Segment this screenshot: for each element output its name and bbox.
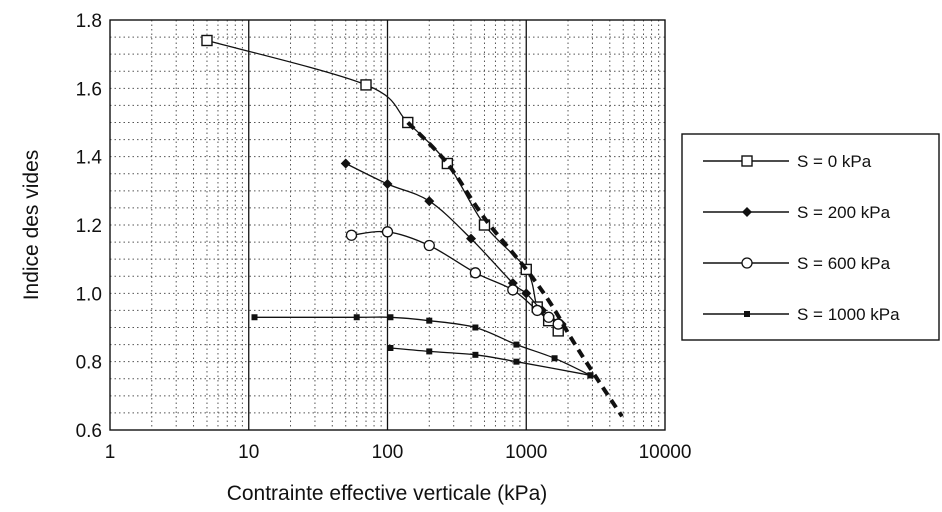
y-tick-label: 1.6 bbox=[76, 79, 102, 100]
y-tick-label: 1.4 bbox=[76, 148, 103, 169]
data-point bbox=[426, 348, 433, 355]
legend-item: S = 600 kPa bbox=[703, 254, 891, 273]
y-tick-label: 1.0 bbox=[76, 284, 102, 305]
x-tick-label: 10 bbox=[238, 442, 259, 463]
data-point bbox=[387, 314, 394, 321]
x-tick-label: 1 bbox=[105, 442, 116, 463]
data-point bbox=[542, 311, 555, 323]
data-point bbox=[531, 304, 543, 317]
x-tick-label: 10000 bbox=[639, 442, 692, 463]
legend-label: S = 1000 kPa bbox=[797, 305, 900, 324]
data-point bbox=[472, 324, 479, 331]
legend-label: S = 200 kPa bbox=[797, 203, 891, 222]
grid bbox=[110, 20, 665, 430]
data-point bbox=[551, 355, 558, 362]
series-2 bbox=[345, 226, 564, 330]
legend-label: S = 600 kPa bbox=[797, 254, 891, 273]
x-axis-title: Contrainte effective verticale (kPa) bbox=[227, 482, 548, 505]
series-line bbox=[351, 230, 559, 325]
legend-marker bbox=[741, 257, 753, 269]
x-tick-label: 100 bbox=[372, 442, 404, 463]
data-point bbox=[441, 157, 454, 170]
legend-marker bbox=[741, 155, 753, 167]
data-point bbox=[507, 284, 519, 296]
data-point bbox=[340, 158, 351, 169]
plot-area-frame bbox=[109, 19, 666, 431]
y-tick-label: 1.8 bbox=[76, 11, 102, 32]
data-point bbox=[345, 229, 358, 241]
legend-item: S = 0 kPa bbox=[703, 152, 872, 171]
legend-items: S = 0 kPa S = 200 kPa S = 600 kPa S = 1000 … bbox=[703, 152, 900, 324]
legend-item: S = 1000 kPa bbox=[703, 305, 900, 324]
data-point bbox=[466, 233, 477, 244]
series-layer bbox=[201, 34, 624, 418]
y-tick-label: 0.8 bbox=[76, 353, 102, 374]
legend-marker bbox=[744, 311, 750, 317]
data-point bbox=[424, 196, 435, 207]
legend-frame bbox=[681, 133, 940, 341]
series-line bbox=[206, 39, 559, 332]
data-point bbox=[382, 179, 393, 189]
data-point bbox=[201, 34, 213, 47]
data-point bbox=[387, 345, 394, 351]
legend-label: S = 0 kPa bbox=[797, 152, 872, 171]
data-point bbox=[353, 314, 360, 321]
series-4 bbox=[387, 345, 594, 379]
data-point bbox=[423, 239, 435, 252]
tick-labels: 1 10 100 1000 10000 0.6 0.8 1.0 1.2 1.4 1.6 1.8 bbox=[76, 11, 692, 463]
legend: S = 0 kPa S = 200 kPa S = 600 kPa S = 1000 … bbox=[681, 133, 940, 341]
data-point bbox=[513, 358, 520, 365]
data-point bbox=[513, 341, 520, 348]
data-point bbox=[552, 318, 564, 330]
data-point bbox=[472, 351, 479, 358]
data-point bbox=[381, 226, 394, 238]
y-axis-title: Indice des vides bbox=[20, 150, 43, 301]
dashed-curve bbox=[406, 121, 624, 418]
legend-marker bbox=[742, 207, 752, 217]
data-point bbox=[520, 263, 532, 276]
x-tick-label: 1000 bbox=[505, 442, 547, 463]
legend-item: S = 200 kPa bbox=[703, 203, 891, 222]
y-tick-label: 1.2 bbox=[76, 216, 102, 237]
data-point bbox=[521, 288, 532, 299]
data-point bbox=[426, 317, 433, 324]
data-point bbox=[587, 372, 594, 379]
y-tick-label: 0.6 bbox=[76, 421, 102, 442]
data-point bbox=[402, 116, 414, 129]
series-3 bbox=[251, 314, 594, 379]
data-point bbox=[360, 79, 372, 91]
series-5 bbox=[406, 121, 624, 418]
data-point bbox=[469, 267, 482, 279]
data-point bbox=[251, 314, 258, 321]
